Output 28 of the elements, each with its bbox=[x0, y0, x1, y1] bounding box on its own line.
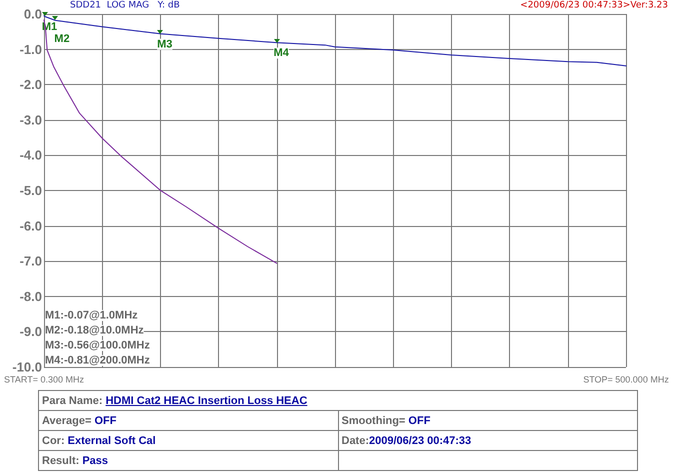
annotation: M2:-0.18@10.0MHz bbox=[45, 324, 144, 336]
y-tick-label: -5.0 bbox=[20, 183, 42, 198]
annotation: M4 bbox=[274, 47, 290, 60]
x-tick-label: STOP= 500.000 MHz bbox=[583, 374, 670, 384]
text: Cor: External Soft Cal bbox=[38, 430, 338, 450]
annotation: M2 bbox=[54, 32, 70, 45]
annotation: M3:-0.56@100.0MHz bbox=[45, 340, 150, 352]
y-tick-label: -9.0 bbox=[20, 324, 42, 340]
text: Para Name: HDMI Cat2 HEAC Insertion Loss HEAC bbox=[38, 390, 638, 410]
y-tick-label: -6.0 bbox=[20, 218, 42, 234]
y-tick-label: -1.0 bbox=[20, 42, 42, 57]
y-tick-label: -4.0 bbox=[20, 148, 42, 163]
y-tick-label: -10.0 bbox=[12, 360, 42, 374]
text: Date:2009/06/23 00:47:33 bbox=[338, 430, 638, 450]
x-tick-label: START= 0.300 MHz bbox=[4, 374, 84, 384]
text: Result: Pass bbox=[38, 450, 338, 470]
y-tick-label: -8.0 bbox=[20, 288, 42, 304]
annotation: M1:-0.07@1.0MHz bbox=[45, 310, 138, 322]
text: Smoothing= OFF bbox=[338, 410, 638, 430]
chart-title: SDD21 LOG MAG Y: dB bbox=[70, 0, 180, 10]
y-tick-label: -3.0 bbox=[20, 112, 42, 128]
y-tick-label: 0.0 bbox=[24, 6, 42, 22]
text: Average= OFF bbox=[38, 410, 338, 430]
y-tick-label: -7.0 bbox=[20, 254, 42, 269]
annotation: M3 bbox=[157, 38, 172, 50]
annotation: M4:-0.81@200.0MHz bbox=[45, 354, 150, 366]
y-tick-label: -2.0 bbox=[20, 77, 42, 92]
text: <2009/06/23 00:47:33>Ver:3.23 bbox=[520, 0, 668, 10]
